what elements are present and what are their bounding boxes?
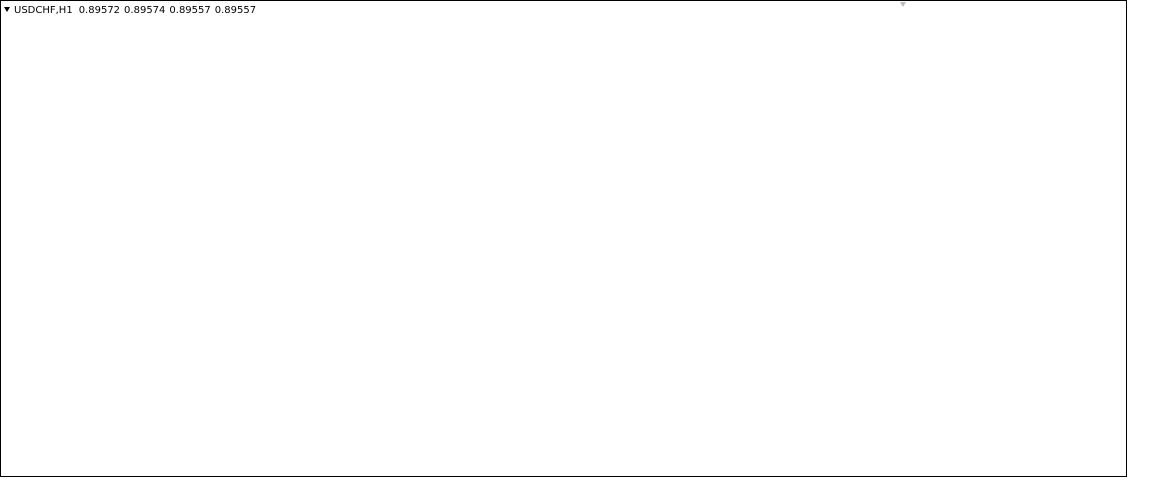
menu-arrow bbox=[4, 7, 10, 12]
header-low: 0.89557 bbox=[169, 5, 210, 16]
header-high: 0.89574 bbox=[124, 5, 165, 16]
header-open: 0.89572 bbox=[79, 5, 120, 16]
plot-border bbox=[0, 0, 1127, 477]
symbol: USDCHF,H1 bbox=[14, 5, 73, 16]
shift-marker bbox=[900, 2, 906, 7]
header-close: 0.89557 bbox=[215, 5, 256, 16]
header: USDCHF,H1 0.89572 0.89574 0.89557 0.89557 bbox=[14, 5, 256, 16]
